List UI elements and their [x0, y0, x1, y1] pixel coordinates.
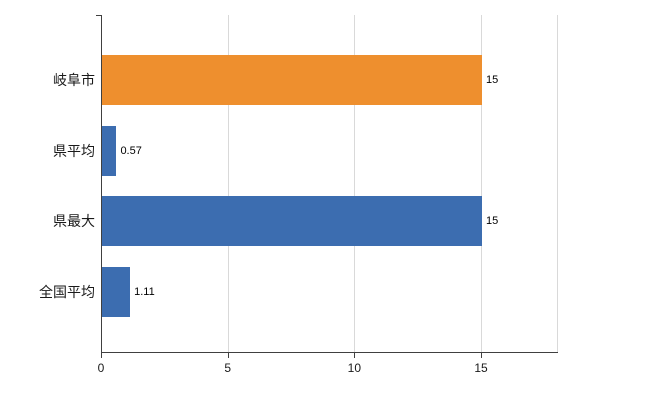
category-label: 県最大 — [53, 213, 95, 230]
bar-2 — [102, 125, 117, 176]
gridline — [481, 15, 482, 352]
x-axis-tick-label: 0 — [97, 361, 105, 375]
x-axis-tick-label: 5 — [224, 361, 231, 375]
bar-value-label: 0.57 — [120, 144, 142, 157]
x-axis-tick — [101, 353, 102, 358]
category-label: 全国平均 — [39, 283, 95, 300]
x-axis-tick — [481, 353, 482, 358]
bar-value-label: 15 — [486, 74, 499, 87]
y-axis-tick — [96, 15, 101, 16]
category-label: 県平均 — [53, 142, 95, 159]
bar-3 — [102, 196, 482, 247]
bar-4 — [102, 266, 131, 317]
bar-1 — [102, 55, 482, 106]
gridline — [227, 15, 229, 352]
x-axis-tick — [227, 353, 229, 358]
x-axis-tick-label: 15 — [474, 361, 488, 375]
gridline — [557, 15, 558, 352]
category-label: 岐阜市 — [53, 72, 95, 89]
bar-value-label: 1.11 — [134, 285, 155, 298]
x-axis-tick-label: 10 — [347, 361, 362, 375]
gridline — [354, 15, 356, 352]
bar-value-label: 15 — [486, 215, 499, 228]
plot-area: 15 0.57 15 1.11 — [96, 15, 558, 358]
x-axis-tick — [354, 353, 356, 358]
